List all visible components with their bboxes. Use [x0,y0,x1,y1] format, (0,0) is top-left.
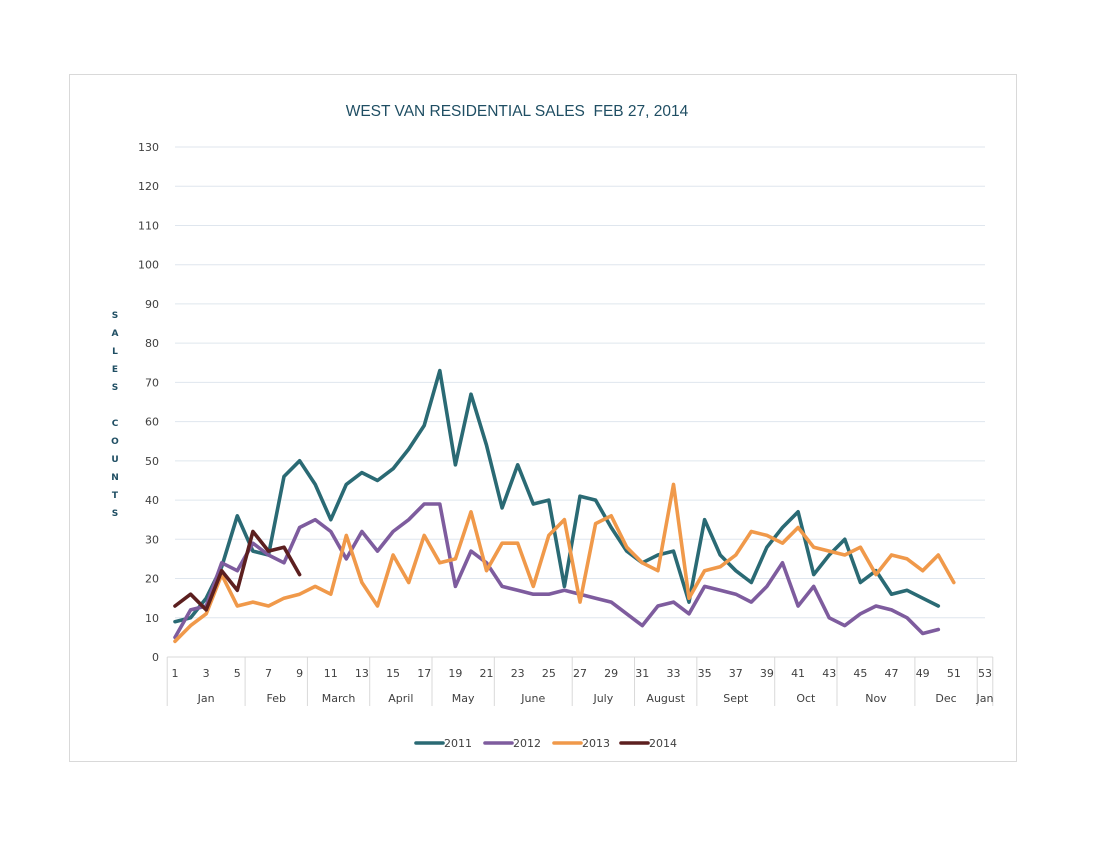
month-label: Jan [197,692,215,705]
y-tick-label: 90 [145,298,159,311]
x-tick-label: 7 [265,667,272,680]
x-tick-label: 41 [791,667,805,680]
x-tick-label: 11 [324,667,338,680]
y-axis-label-letter: N [111,473,119,483]
month-label: Oct [796,692,816,705]
y-tick-label: 70 [145,376,159,389]
x-tick-label: 31 [635,667,649,680]
series-line-2011 [173,368,941,624]
x-tick-label: 9 [296,667,303,680]
month-label: August [646,692,685,705]
y-tick-label: 10 [145,612,159,625]
series-line-2012 [173,502,941,640]
y-axis-label-letter: S [111,509,119,519]
x-tick-label: 35 [698,667,712,680]
x-tick-label: 33 [666,667,680,680]
y-axis-label-letter: E [111,365,119,375]
month-label: July [592,692,613,705]
x-tick-label: 21 [480,667,494,680]
month-label: Feb [267,692,286,705]
y-tick-label: 120 [138,180,159,193]
y-axis-label-letter: L [112,347,118,357]
legend-label: 2012 [513,737,541,750]
x-tick-label: 45 [853,667,867,680]
y-tick-label: 20 [145,573,159,586]
y-axis-label-letter: T [111,491,119,501]
x-tick-label: 51 [947,667,961,680]
x-tick-label: 19 [448,667,462,680]
x-tick-label: 23 [511,667,525,680]
x-axis: 1 3 5 7 9 11 13 15 17 19 21 23 25 27 29 31 33 35 37 39 41 43 4… [166,656,994,706]
x-tick-label: 37 [729,667,743,680]
series-line-2013 [173,482,956,644]
y-tick-label: 130 [138,141,159,154]
y-tick-label: 40 [145,494,159,507]
y-axis-ticks: 0 10 20 30 40 50 60 70 80 90 100 110 120 130 [138,141,159,664]
x-tick-label: 39 [760,667,774,680]
chart-title: WEST VAN RESIDENTIAL SALES FEB 27, 2014 [346,103,689,120]
legend-label: 2011 [444,737,472,750]
legend: 2011 2012 2013 2014 [414,737,677,750]
y-axis-label-letter: C [111,419,119,429]
x-tick-label: 47 [885,667,899,680]
series-lines [173,368,956,644]
x-tick-label: 43 [822,667,836,680]
x-tick-label: 49 [916,667,930,680]
y-axis-label-letter: S [111,311,119,321]
y-tick-label: 30 [145,533,159,546]
x-tick-label: 17 [417,667,431,680]
y-axis-label-letter: O [111,437,119,447]
y-tick-label: 50 [145,455,159,468]
y-axis-label-letter: A [111,329,119,339]
legend-label: 2014 [649,737,677,750]
y-tick-label: 60 [145,416,159,429]
month-label: Jan [976,692,994,705]
x-tick-label: 1 [172,667,179,680]
x-tick-label: 27 [573,667,587,680]
x-tick-label: 29 [604,667,618,680]
chart-frame [69,74,1017,762]
month-label: May [452,692,475,705]
month-label: Nov [865,692,887,705]
series-line-2014 [173,529,302,612]
y-tick-label: 80 [145,337,159,350]
month-label: June [520,692,545,705]
legend-label: 2013 [582,737,610,750]
y-tick-label: 100 [138,259,159,272]
month-label: Dec [935,692,956,705]
x-tick-label: 15 [386,667,400,680]
grid-lines [175,146,985,619]
month-label: Sept [723,692,749,705]
x-tick-label: 3 [203,667,210,680]
x-tick-label: 53 [978,667,992,680]
x-tick-label: 25 [542,667,556,680]
month-label: March [322,692,356,705]
month-label: April [388,692,413,705]
y-axis-label-letter: U [111,455,119,465]
y-tick-label: 0 [152,651,159,664]
x-tick-label: 5 [234,667,241,680]
y-tick-label: 110 [138,219,159,232]
x-tick-label: 13 [355,667,369,680]
y-axis-label-letter: S [111,383,119,393]
